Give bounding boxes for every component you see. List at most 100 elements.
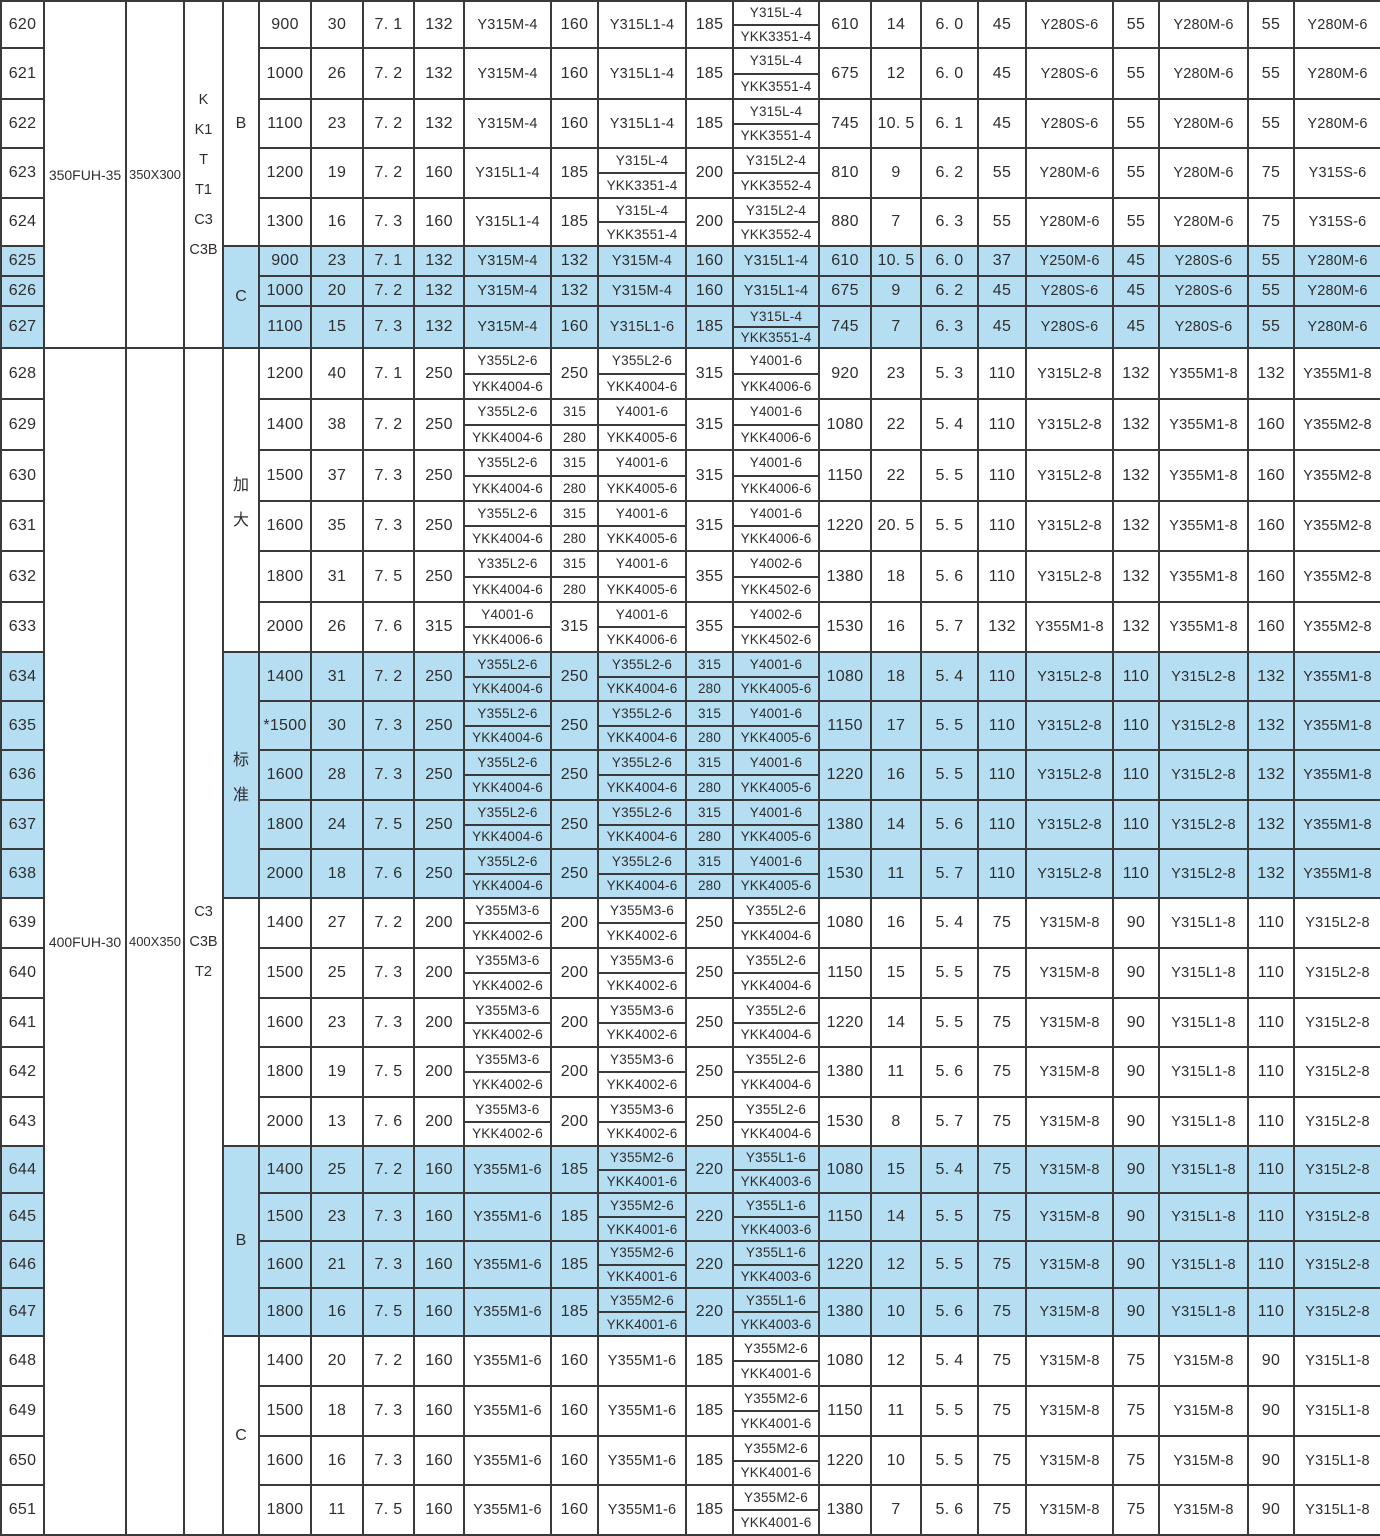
- power-cell: 45: [1112, 245, 1160, 277]
- split-cell: Y315L-4 YKK3351-4: [600, 150, 684, 196]
- power-cell: 250: [413, 449, 465, 502]
- power-cell: 160: [413, 1192, 465, 1242]
- value-cell: 22: [870, 398, 922, 451]
- motor-model-cell: Y315M-8: [1025, 1145, 1114, 1194]
- split-cell: Y4002-6 YKK4502-6: [735, 604, 817, 650]
- power-cell: 110: [1247, 897, 1295, 949]
- head-cell: 11: [310, 1484, 364, 1536]
- power-cell: 315 280: [550, 398, 599, 451]
- motor-model-cell: Y315L2-8: [1158, 799, 1249, 850]
- motor-model-cell: Y355M2-6 YKK4001-6: [732, 1435, 820, 1486]
- power-cell: 110: [1247, 1096, 1295, 1147]
- power-cell: 160: [550, 98, 599, 149]
- power-cell: 90: [1112, 1240, 1160, 1289]
- vertical-label: B: [235, 1232, 247, 1249]
- motor-model-cell: Y355M1-8: [1025, 601, 1114, 653]
- motor-model-cell: Y355M3-6 YKK4002-6: [463, 947, 552, 999]
- speed-cell: 1530: [818, 1096, 872, 1147]
- table-row: 647 1800 16 7. 5 160 Y355M1-6 185 Y355M2-6 YKK40…: [0, 1287, 1380, 1337]
- row-number-cell: 643: [0, 1096, 45, 1147]
- head-cell: 16: [310, 197, 364, 247]
- split-cell: Y4001-6 YKK4006-6: [466, 604, 549, 650]
- table-row: 625 C 900 23 7. 1 132 Y315M-4 132 Y315M-4 160 Y315…: [0, 245, 1380, 349]
- motor-model-cell: Y315L1-8: [1158, 1287, 1249, 1337]
- value-cell: 15: [870, 1145, 922, 1194]
- value-cell: 18: [870, 550, 922, 603]
- value-cell: 7: [870, 1484, 922, 1536]
- split-cell: Y4001-6 YKK4005-6: [600, 401, 684, 448]
- motor-model-cell: Y250M-6: [1025, 245, 1114, 277]
- power-cell: 110: [977, 749, 1027, 801]
- flow-cell: 900: [258, 245, 312, 277]
- ratio-cell: 7. 6: [362, 848, 415, 899]
- power-cell: 55: [1112, 98, 1160, 149]
- speed-cell: 1150: [818, 1192, 872, 1242]
- power-cell: 45: [977, 98, 1027, 149]
- speed-cell: 675: [818, 47, 872, 100]
- power-cell: 55: [1112, 47, 1160, 100]
- power-cell: 75: [977, 1287, 1027, 1337]
- value-cell: 15: [870, 947, 922, 999]
- split-cell: Y4001-6 YKK4006-6: [735, 401, 817, 448]
- speed-cell: 1380: [818, 550, 872, 603]
- power-cell: 110: [977, 347, 1027, 400]
- value-cell: 5. 5: [920, 749, 979, 801]
- power-cell: 55: [1112, 197, 1160, 247]
- value-cell: 5. 6: [920, 550, 979, 603]
- motor-model-cell: Y280S-6: [1158, 305, 1249, 349]
- motor-model-cell: Y4001-6 YKK4006-6: [463, 601, 552, 653]
- power-cell: 185: [550, 1145, 599, 1194]
- split-cell: Y4001-6 YKK4006-6: [735, 350, 817, 397]
- table-row: 631 1600 35 7. 3 250 Y355L2-6 YKK4004-6 315 280 Y…: [0, 500, 1380, 552]
- power-cell: 185: [685, 1484, 734, 1536]
- power-cell: 315 280: [550, 449, 599, 502]
- ratio-cell: 7. 3: [362, 997, 415, 1048]
- split-cell: Y355M3-6 YKK4002-6: [600, 1000, 684, 1045]
- flow-cell: 1500: [258, 1192, 312, 1242]
- motor-model-cell: Y4001-6 YKK4005-6: [732, 651, 820, 702]
- power-cell: 200: [413, 1096, 465, 1147]
- motor-model-cell: Y4001-6 YKK4005-6: [597, 500, 687, 552]
- motor-model-cell: Y315S-6: [1293, 197, 1380, 247]
- motor-model-cell: Y315L1-8: [1158, 1046, 1249, 1098]
- value-cell: 9: [870, 147, 922, 199]
- motor-model-cell: Y315L2-8: [1025, 449, 1114, 502]
- power-cell: 55: [1247, 98, 1295, 149]
- motor-model-cell: Y4001-6 YKK4006-6: [732, 500, 820, 552]
- motor-model-cell: Y355L2-6 YKK4004-6: [463, 449, 552, 502]
- speed-cell: 1220: [818, 1240, 872, 1289]
- ratio-cell: 7. 3: [362, 305, 415, 349]
- ratio-cell: 7. 3: [362, 1435, 415, 1486]
- power-cell: 75: [1247, 147, 1295, 199]
- value-cell: 6. 0: [920, 245, 979, 277]
- power-cell: 160: [1247, 398, 1295, 451]
- power-cell: 250: [550, 749, 599, 801]
- ratio-cell: 7. 2: [362, 398, 415, 451]
- value-cell: 10: [870, 1287, 922, 1337]
- power-cell: 110: [977, 700, 1027, 751]
- power-cell: 110: [977, 398, 1027, 451]
- power-cell: 75: [1112, 1335, 1160, 1387]
- speed-cell: 1220: [818, 1435, 872, 1486]
- row-number-cell: 631: [0, 500, 45, 552]
- value-cell: 5. 6: [920, 799, 979, 850]
- table-row: 648 C 1400 20 7. 2 160 Y355M1-6 160 Y355M1-6 185 Y…: [0, 1335, 1380, 1536]
- value-cell: 10: [870, 1435, 922, 1486]
- row-number-cell: 635: [0, 700, 45, 751]
- power-cell: 315: [685, 347, 734, 400]
- motor-model-cell: Y315M-8: [1158, 1435, 1249, 1486]
- value-cell: 9: [870, 275, 922, 307]
- power-cell: 132: [550, 275, 599, 307]
- motor-model-cell: Y355M3-6 YKK4002-6: [597, 947, 687, 999]
- power-cell: 220: [685, 1240, 734, 1289]
- power-cell: 200: [550, 1096, 599, 1147]
- motor-model-cell: Y355L2-6 YKK4004-6: [597, 749, 687, 801]
- motor-model-cell: Y4001-6 YKK4005-6: [732, 799, 820, 850]
- value-cell: 18: [870, 651, 922, 702]
- power-cell: 132: [1112, 601, 1160, 653]
- ratio-cell: 7. 1: [362, 347, 415, 400]
- motor-model-cell: Y315M-8: [1025, 1335, 1114, 1387]
- ratio-cell: 7. 3: [362, 947, 415, 999]
- motor-model-cell: Y355M1-6: [463, 1484, 552, 1536]
